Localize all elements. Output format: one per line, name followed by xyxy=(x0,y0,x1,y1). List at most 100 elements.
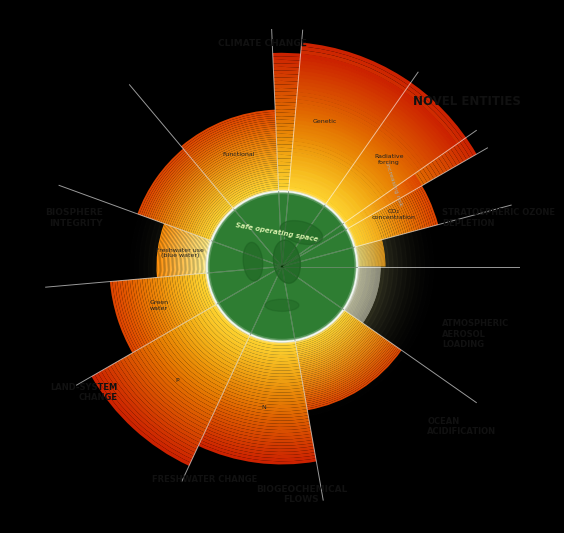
Wedge shape xyxy=(278,180,332,198)
Wedge shape xyxy=(133,351,211,423)
Wedge shape xyxy=(117,360,203,439)
Wedge shape xyxy=(230,375,303,390)
Wedge shape xyxy=(367,206,385,240)
Wedge shape xyxy=(340,181,368,208)
Wedge shape xyxy=(199,443,316,464)
Wedge shape xyxy=(301,43,477,156)
Wedge shape xyxy=(350,266,366,314)
Wedge shape xyxy=(155,277,174,330)
Wedge shape xyxy=(293,133,398,201)
Wedge shape xyxy=(349,266,364,314)
Wedge shape xyxy=(201,141,276,172)
Wedge shape xyxy=(328,198,350,221)
Wedge shape xyxy=(356,266,373,319)
Wedge shape xyxy=(156,223,165,278)
Wedge shape xyxy=(135,279,156,341)
Wedge shape xyxy=(297,95,430,183)
Wedge shape xyxy=(382,120,428,166)
Wedge shape xyxy=(345,230,356,266)
Wedge shape xyxy=(193,193,222,235)
Wedge shape xyxy=(359,266,377,321)
Wedge shape xyxy=(346,229,357,266)
Wedge shape xyxy=(342,266,356,309)
Wedge shape xyxy=(378,198,398,236)
Text: CO₂
concentration: CO₂ concentration xyxy=(371,209,415,220)
Wedge shape xyxy=(277,148,350,172)
Wedge shape xyxy=(182,275,197,317)
Wedge shape xyxy=(229,378,304,392)
Wedge shape xyxy=(193,128,276,163)
Wedge shape xyxy=(205,240,211,273)
Wedge shape xyxy=(402,181,425,229)
Wedge shape xyxy=(149,278,169,333)
Wedge shape xyxy=(232,190,279,209)
Wedge shape xyxy=(294,308,343,340)
Wedge shape xyxy=(120,280,143,348)
Wedge shape xyxy=(207,273,219,304)
Wedge shape xyxy=(289,179,358,224)
Wedge shape xyxy=(274,77,390,115)
Wedge shape xyxy=(326,201,347,223)
Wedge shape xyxy=(218,400,309,417)
Text: N: N xyxy=(261,406,266,410)
Wedge shape xyxy=(277,165,340,187)
Wedge shape xyxy=(195,274,208,310)
Wedge shape xyxy=(193,236,200,274)
Wedge shape xyxy=(158,224,166,277)
Wedge shape xyxy=(380,197,399,236)
Wedge shape xyxy=(301,328,372,374)
Wedge shape xyxy=(185,188,217,232)
Wedge shape xyxy=(374,132,417,174)
Wedge shape xyxy=(163,226,171,277)
Wedge shape xyxy=(351,266,367,316)
Wedge shape xyxy=(298,320,360,360)
Wedge shape xyxy=(168,228,177,277)
Wedge shape xyxy=(274,81,389,117)
Wedge shape xyxy=(382,196,402,235)
Wedge shape xyxy=(365,218,378,266)
Wedge shape xyxy=(202,434,315,455)
Wedge shape xyxy=(185,116,276,152)
Wedge shape xyxy=(378,126,422,170)
Wedge shape xyxy=(273,56,403,97)
Wedge shape xyxy=(190,274,204,313)
Wedge shape xyxy=(294,130,401,200)
Wedge shape xyxy=(358,266,375,320)
Wedge shape xyxy=(192,236,199,274)
Wedge shape xyxy=(298,84,440,177)
Wedge shape xyxy=(182,232,189,275)
Wedge shape xyxy=(409,176,434,227)
Wedge shape xyxy=(292,156,378,213)
Wedge shape xyxy=(231,188,279,207)
Wedge shape xyxy=(351,217,365,245)
Wedge shape xyxy=(170,228,178,276)
Wedge shape xyxy=(272,53,404,94)
Wedge shape xyxy=(226,179,278,201)
Wedge shape xyxy=(205,148,277,177)
Wedge shape xyxy=(297,316,354,353)
Wedge shape xyxy=(166,227,174,277)
Wedge shape xyxy=(300,54,467,161)
Wedge shape xyxy=(343,222,356,247)
Text: NOVEL ENTITIES: NOVEL ENTITIES xyxy=(413,95,521,108)
Wedge shape xyxy=(296,99,428,184)
Wedge shape xyxy=(114,362,201,442)
Wedge shape xyxy=(208,423,312,442)
Wedge shape xyxy=(242,350,298,361)
Wedge shape xyxy=(143,345,215,413)
Wedge shape xyxy=(188,120,276,156)
Wedge shape xyxy=(344,175,373,205)
Wedge shape xyxy=(197,238,204,274)
Wedge shape xyxy=(303,337,385,391)
Wedge shape xyxy=(184,275,200,316)
Wedge shape xyxy=(349,266,364,313)
Wedge shape xyxy=(296,312,349,347)
Wedge shape xyxy=(157,277,175,329)
Wedge shape xyxy=(178,325,232,376)
Wedge shape xyxy=(290,171,365,221)
Wedge shape xyxy=(212,158,277,185)
Wedge shape xyxy=(160,167,200,223)
Wedge shape xyxy=(200,200,227,237)
Wedge shape xyxy=(344,266,358,310)
Wedge shape xyxy=(127,280,149,344)
